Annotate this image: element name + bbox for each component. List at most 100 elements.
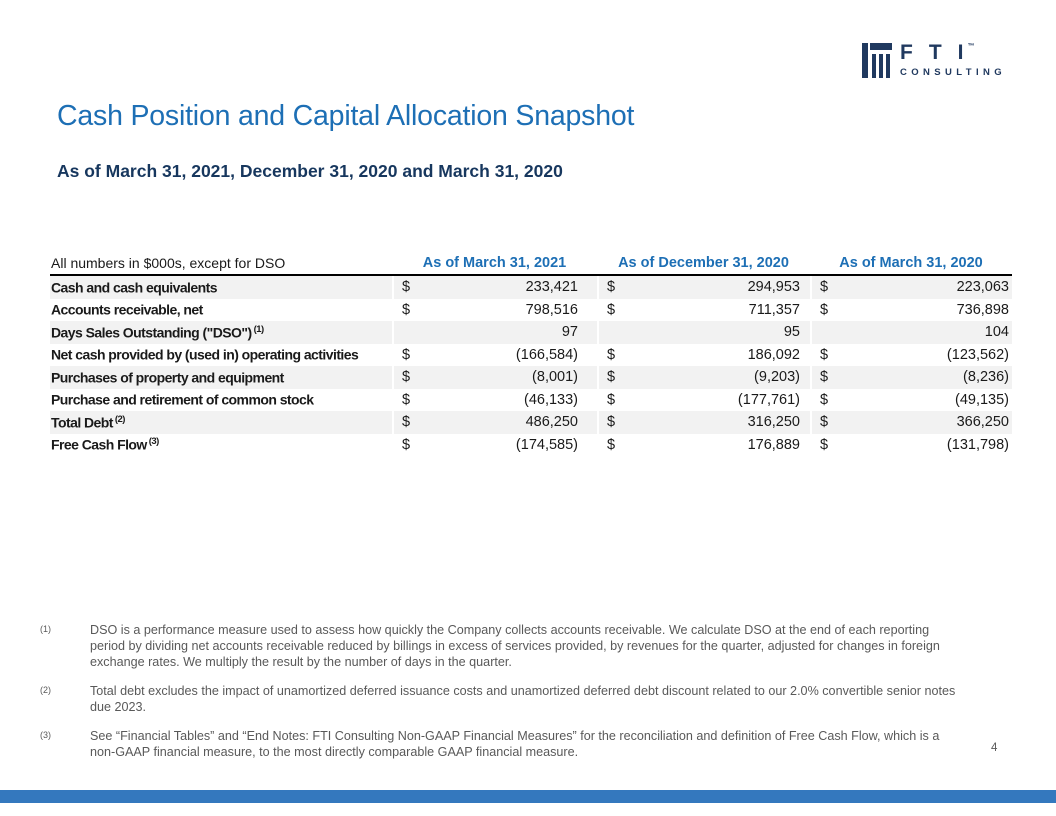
currency-symbol: $ bbox=[820, 279, 829, 296]
value-cell: $486,250 bbox=[392, 411, 597, 434]
currency-symbol: $ bbox=[820, 301, 829, 318]
cell-value: 366,250 bbox=[956, 414, 1009, 431]
fti-logo: FTI™ CONSULTING bbox=[862, 42, 1006, 78]
footnotes-section: (1) DSO is a performance measure used to… bbox=[40, 622, 970, 773]
footer-bar bbox=[0, 790, 1056, 803]
page-title: Cash Position and Capital Allocation Sna… bbox=[57, 100, 635, 132]
cell-value: 104 bbox=[984, 324, 1009, 341]
currency-symbol: $ bbox=[402, 346, 411, 363]
row-label: Accounts receivable, net bbox=[51, 302, 203, 319]
trademark-symbol: ™ bbox=[967, 43, 975, 50]
page-subtitle: As of March 31, 2021, December 31, 2020 … bbox=[57, 161, 563, 181]
footnote-text: See “Financial Tables” and “End Notes: F… bbox=[90, 729, 940, 759]
value-cell: $ (46,133) bbox=[392, 388, 597, 411]
currency-symbol: $ bbox=[402, 279, 411, 296]
footnote-1: (1) DSO is a performance measure used to… bbox=[40, 622, 970, 670]
currency-symbol: $ bbox=[402, 436, 411, 453]
row-label: Cash and cash equivalents bbox=[51, 279, 218, 296]
value-cell: $711,357 bbox=[597, 298, 810, 321]
cell-value: (177,761) bbox=[737, 391, 800, 408]
currency-symbol: $ bbox=[607, 301, 616, 318]
footnote-ref: (2) bbox=[114, 413, 126, 425]
table-row-total-debt: Total Debt (2) $486,250 $316,250 $366,250 bbox=[50, 411, 1012, 434]
currency-symbol: $ bbox=[402, 369, 411, 386]
cell-value: 95 bbox=[783, 324, 800, 341]
fti-column-icon bbox=[862, 43, 892, 78]
cell-value: 176,889 bbox=[747, 436, 800, 453]
value-cell: $798,516 bbox=[392, 298, 597, 321]
value-cell: $223,063 bbox=[810, 276, 1012, 299]
value-cell: $176,889 bbox=[597, 433, 810, 456]
currency-symbol: $ bbox=[607, 436, 616, 453]
value-cell: $ (8,236) bbox=[810, 366, 1012, 389]
table-row-operating-activities: Net cash provided by (used in) operating… bbox=[50, 343, 1012, 366]
cell-value: 186,092 bbox=[747, 346, 800, 363]
cell-value: (131,798) bbox=[946, 436, 1009, 453]
cell-value: (166,584) bbox=[515, 346, 578, 363]
value-cell: $736,898 bbox=[810, 298, 1012, 321]
cell-value: 486,250 bbox=[525, 414, 578, 431]
currency-symbol: $ bbox=[402, 301, 411, 318]
footnote-text: DSO is a performance measure used to ass… bbox=[90, 623, 940, 669]
value-cell: $ (49,135) bbox=[810, 388, 1012, 411]
table-row-common-stock: Purchase and retirement of common stock … bbox=[50, 388, 1012, 411]
table-header-row: All numbers in $000s, except for DSO As … bbox=[50, 251, 1012, 276]
logo-brand-text: FTI bbox=[900, 41, 980, 64]
value-cell: $294,953 bbox=[597, 276, 810, 299]
value-cell: 97 bbox=[392, 321, 597, 344]
cell-value: 233,421 bbox=[525, 279, 578, 296]
currency-symbol: $ bbox=[607, 279, 616, 296]
currency-symbol: $ bbox=[820, 436, 829, 453]
value-cell: $ (174,585) bbox=[392, 433, 597, 456]
cell-value: (46,133) bbox=[523, 391, 578, 408]
footnote-ref: (3) bbox=[148, 436, 160, 448]
table-row-free-cash-flow: Free Cash Flow (3) $ (174,585) $176,889 $ (… bbox=[50, 433, 1012, 456]
footnote-ref: (1) bbox=[253, 323, 265, 335]
row-label: Free Cash Flow (3) bbox=[51, 436, 160, 454]
table-body: Cash and cash equivalents $233,421 $294,… bbox=[50, 276, 1012, 456]
cell-value: 798,516 bbox=[525, 301, 578, 318]
row-label: Days Sales Outstanding ("DSO") (1) bbox=[51, 323, 265, 341]
table-row-property-equipment: Purchases of property and equipment $ (8,… bbox=[50, 366, 1012, 389]
table-row-cash: Cash and cash equivalents $233,421 $294,… bbox=[50, 276, 1012, 299]
value-cell: $186,092 bbox=[597, 343, 810, 366]
footnote-marker: (2) bbox=[40, 685, 51, 695]
cell-value: (174,585) bbox=[515, 436, 578, 453]
cell-value: 294,953 bbox=[747, 279, 800, 296]
column-header-mar-2021: As of March 31, 2021 bbox=[422, 254, 567, 271]
cell-value: (123,562) bbox=[946, 346, 1009, 363]
logo-consulting-text: CONSULTING bbox=[900, 67, 1007, 78]
currency-symbol: $ bbox=[402, 391, 411, 408]
footnote-text: Total debt excludes the impact of unamor… bbox=[90, 684, 956, 714]
value-cell: $ (123,562) bbox=[810, 343, 1012, 366]
value-cell: $316,250 bbox=[597, 411, 810, 434]
financial-table: All numbers in $000s, except for DSO As … bbox=[50, 251, 1012, 456]
cell-value: 736,898 bbox=[956, 301, 1009, 318]
currency-symbol: $ bbox=[607, 346, 616, 363]
value-cell: 104 bbox=[810, 321, 1012, 344]
value-cell: $ (131,798) bbox=[810, 433, 1012, 456]
footnote-2: (2) Total debt excludes the impact of un… bbox=[40, 683, 970, 715]
currency-symbol: $ bbox=[820, 391, 829, 408]
value-cell: $233,421 bbox=[392, 276, 597, 299]
currency-symbol: $ bbox=[607, 391, 616, 408]
currency-symbol: $ bbox=[607, 414, 616, 431]
row-label: Net cash provided by (used in) operating… bbox=[51, 347, 359, 364]
page-number: 4 bbox=[991, 742, 998, 754]
row-label: Purchases of property and equipment bbox=[51, 369, 284, 386]
logo-wordmark: FTI™ CONSULTING bbox=[900, 41, 1007, 79]
value-cell: $ (166,584) bbox=[392, 343, 597, 366]
cell-value: (49,135) bbox=[954, 391, 1009, 408]
cell-value: (8,236) bbox=[963, 369, 1009, 386]
table-row-dso: Days Sales Outstanding ("DSO") (1) 97 95 … bbox=[50, 321, 1012, 344]
footnote-3: (3) See “Financial Tables” and “End Note… bbox=[40, 728, 970, 760]
cell-value: 316,250 bbox=[747, 414, 800, 431]
value-cell: 95 bbox=[597, 321, 810, 344]
table-note: All numbers in $000s, except for DSO bbox=[51, 254, 286, 271]
row-label: Purchase and retirement of common stock bbox=[51, 392, 314, 409]
currency-symbol: $ bbox=[820, 369, 829, 386]
footnote-marker: (1) bbox=[40, 624, 51, 634]
column-header-dec-2020: As of December 31, 2020 bbox=[618, 254, 789, 271]
cell-value: 223,063 bbox=[956, 279, 1009, 296]
